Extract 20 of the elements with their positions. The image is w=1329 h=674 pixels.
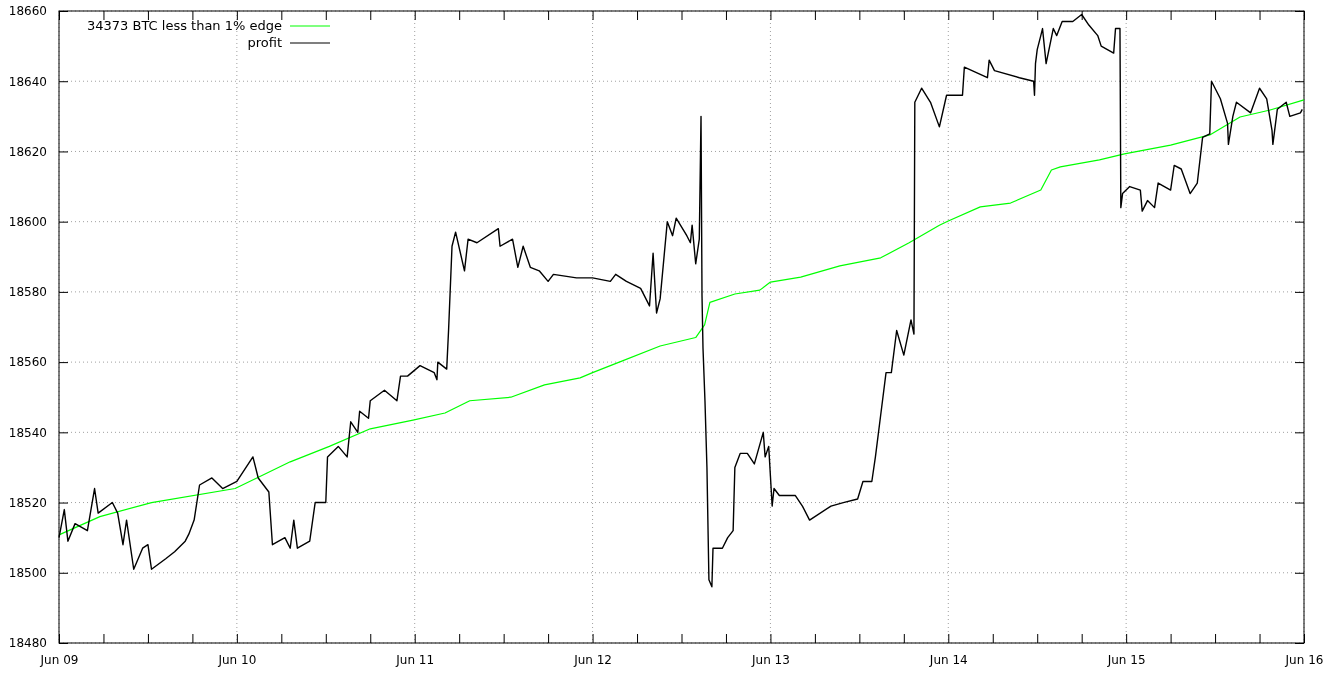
x-tick-label: Jun 15 [1106, 652, 1146, 667]
x-tick-label: Jun 14 [928, 652, 968, 667]
y-tick-label: 18620 [8, 144, 47, 159]
y-tick-label: 18640 [8, 74, 47, 89]
x-tick-label: Jun 16 [1284, 652, 1324, 667]
y-tick-label: 18480 [8, 636, 47, 651]
legend-label: profit [247, 35, 282, 50]
y-tick-label: 18500 [8, 566, 47, 581]
x-tick-label: Jun 10 [217, 652, 257, 667]
y-tick-label: 18580 [8, 285, 47, 300]
x-tick-label: Jun 11 [395, 652, 435, 667]
x-tick-label: Jun 13 [751, 652, 790, 667]
x-tick-label: Jun 09 [39, 652, 79, 667]
y-tick-label: 18560 [8, 355, 47, 370]
y-tick-label: 18600 [8, 215, 47, 230]
y-tick-label: 18660 [8, 4, 47, 19]
x-tick-label: Jun 12 [573, 652, 612, 667]
y-tick-label: 18540 [8, 425, 47, 440]
legend-label: 34373 BTC less than 1% edge [86, 18, 282, 33]
y-tick-label: 18520 [8, 495, 47, 510]
